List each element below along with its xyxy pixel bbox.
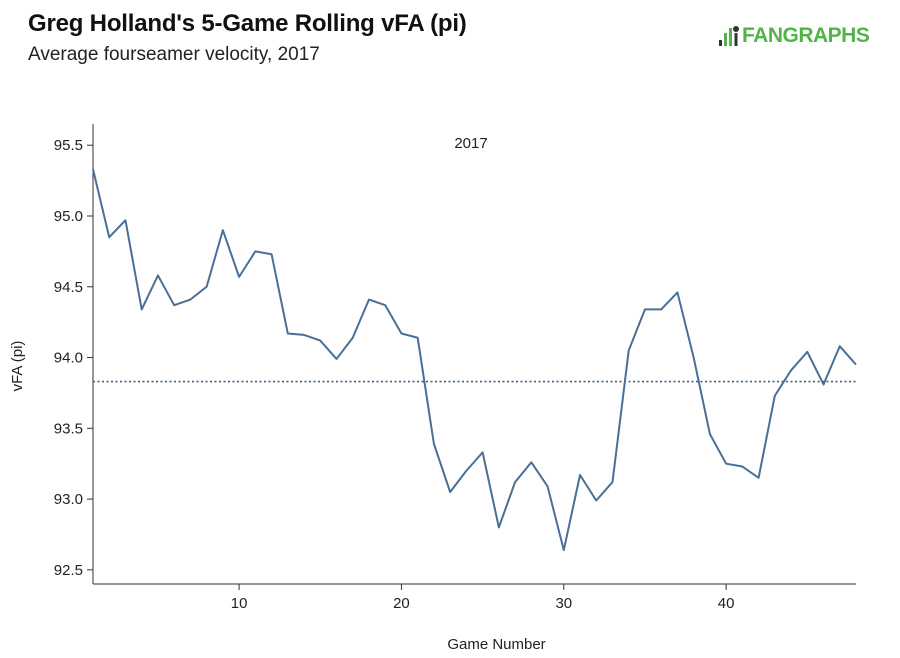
logo-text: FANGRAPHS bbox=[742, 24, 870, 47]
x-tick-label: 10 bbox=[231, 595, 248, 612]
x-tick-label: 20 bbox=[393, 595, 410, 612]
y-tick-label: 95.0 bbox=[54, 208, 83, 225]
y-tick-label: 94.5 bbox=[54, 279, 83, 296]
y-tick-label: 93.0 bbox=[54, 491, 83, 508]
y-axis-label: vFA (pi) bbox=[9, 341, 26, 392]
y-tick-label: 92.5 bbox=[54, 562, 83, 579]
x-tick-label: 30 bbox=[555, 595, 572, 612]
x-tick-label: 40 bbox=[718, 595, 735, 612]
chart-plot-area bbox=[92, 169, 857, 552]
series-line bbox=[92, 169, 857, 552]
chart-axes: 92.5 93.0 93.5 94.0 94.5 95.0 95.5 10 20 30 40 bbox=[54, 124, 856, 612]
y-tick-label: 94.0 bbox=[54, 350, 83, 367]
year-annotation: 2017 bbox=[454, 135, 487, 152]
chart-subtitle: Average fourseamer velocity, 2017 bbox=[28, 44, 320, 65]
x-axis-label: Game Number bbox=[447, 636, 545, 653]
chart-title: Greg Holland's 5-Game Rolling vFA (pi) bbox=[28, 10, 467, 37]
y-tick-label: 95.5 bbox=[54, 137, 83, 154]
chart-labels: 2017 Game Number vFA (pi) bbox=[9, 135, 546, 653]
y-tick-label: 93.5 bbox=[54, 420, 83, 437]
fangraphs-logo-icon bbox=[719, 26, 739, 46]
fangraphs-logo[interactable]: FANGRAPHS bbox=[718, 22, 870, 50]
